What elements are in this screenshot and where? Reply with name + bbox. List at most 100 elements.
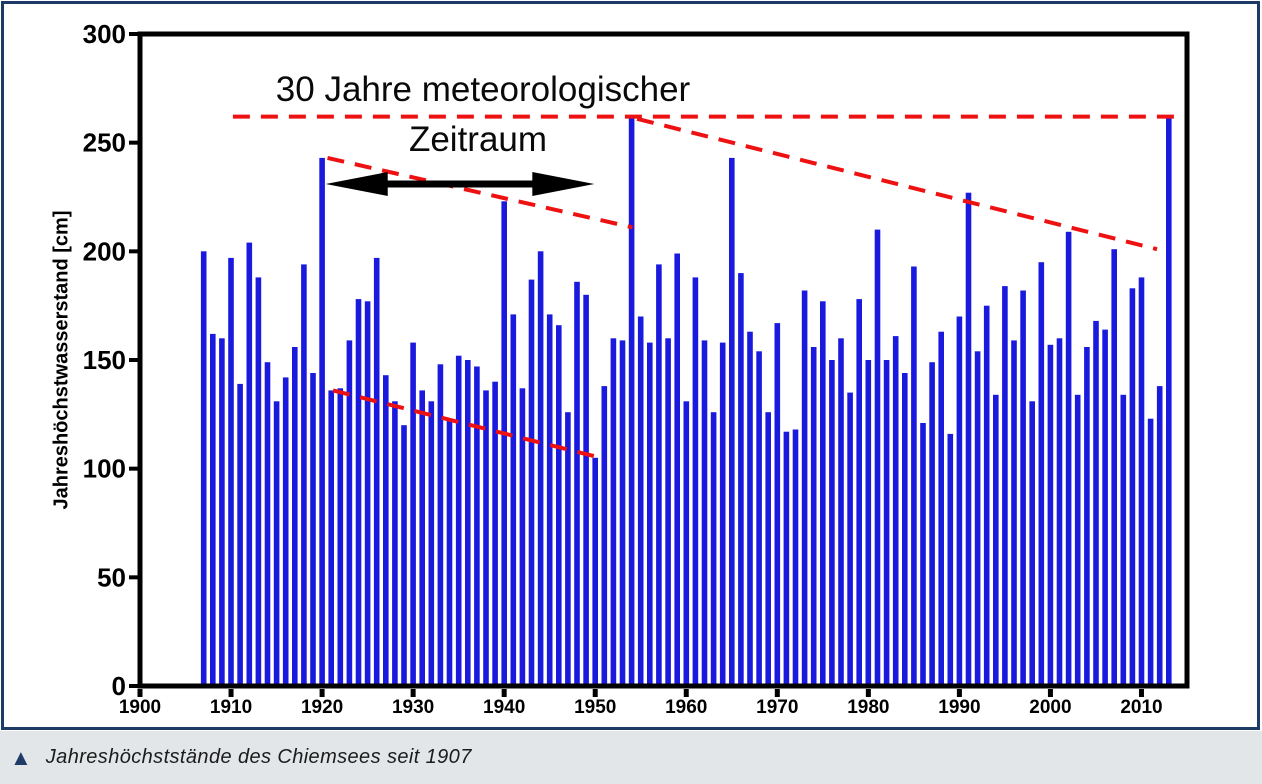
annotation-line-1: 30 Jahre meteorologischer [275, 70, 691, 109]
bar-2008 [1120, 394, 1127, 686]
x-tick-label-1970: 1970 [756, 697, 798, 718]
y-tick-label-0: 0 [112, 671, 126, 701]
bar-1954 [628, 116, 635, 687]
bar-1961 [692, 277, 699, 686]
bar-1994 [993, 394, 999, 686]
bar-1931 [419, 390, 425, 686]
bar-1959 [674, 253, 680, 686]
bar-1957 [656, 264, 662, 686]
x-tick-label-1900: 1900 [119, 697, 161, 718]
caption-text: Jahreshöchststände des Chiemsees seit 19… [45, 746, 472, 768]
bar-1972 [792, 429, 799, 686]
bar-1951 [601, 386, 608, 686]
chart-svg: 0 50 100 150 200 250 300 1900 1910 1920 1930 1940 19… [83, 19, 1190, 718]
bar-1945 [546, 314, 553, 686]
bar-1915 [273, 401, 280, 686]
bar-1947 [565, 412, 571, 686]
bar-1911 [237, 383, 243, 686]
bar-1993 [983, 305, 990, 686]
bar-1987 [929, 362, 935, 686]
bar-1950 [592, 457, 598, 686]
bar-1929 [401, 425, 407, 686]
x-tick-label-2000: 2000 [1029, 697, 1071, 718]
bar-1934 [446, 418, 453, 686]
bar-1913 [255, 277, 262, 686]
bar-1995 [1002, 286, 1008, 686]
bar-1958 [665, 338, 671, 686]
bar-1985 [911, 266, 917, 686]
bar-1926 [373, 257, 380, 686]
bar-1917 [292, 347, 298, 686]
annotation-line-2: Zeitraum [408, 120, 548, 159]
bar-2011 [1147, 418, 1154, 686]
y-tick-label-300: 300 [83, 19, 126, 49]
bar-2012 [1156, 386, 1163, 686]
bar-1982 [883, 360, 890, 686]
bar-1938 [483, 390, 489, 686]
bar-2010 [1138, 277, 1145, 686]
bar-1937 [474, 366, 480, 686]
bar-1943 [528, 279, 535, 686]
bar-1956 [647, 342, 653, 686]
bar-1909 [219, 338, 225, 686]
bar-1999 [1038, 262, 1045, 686]
bar-1975 [820, 301, 826, 686]
bar-1962 [701, 340, 708, 686]
bar-1935 [455, 355, 462, 686]
bar-1998 [1029, 401, 1035, 686]
y-tick-label-200: 200 [83, 236, 126, 266]
bar-1952 [610, 338, 617, 686]
bar-1966 [738, 273, 744, 686]
bar-1955 [637, 316, 644, 686]
bar-1932 [428, 401, 435, 686]
bar-1914 [264, 362, 271, 686]
bar-1964 [719, 342, 726, 686]
bar-1928 [392, 401, 398, 686]
arrow-head-right [532, 171, 595, 196]
bar-1970 [774, 323, 781, 686]
bar-2013 [1166, 116, 1172, 687]
bar-2001 [1056, 338, 1063, 686]
bar-1984 [902, 373, 908, 686]
bar-2000 [1047, 344, 1054, 686]
bar-1918 [301, 264, 307, 686]
bar-1949 [583, 294, 589, 686]
bar-1925 [364, 301, 371, 686]
y-tick-label-150: 150 [83, 345, 126, 375]
x-tick-label-1920: 1920 [301, 697, 343, 718]
bar-1916 [282, 377, 289, 686]
bar-1927 [383, 375, 389, 686]
bar-1963 [710, 412, 717, 686]
x-tick-label-2010: 2010 [1120, 697, 1162, 718]
dashed-trend-peaks-1954-2013 [636, 116, 1158, 252]
x-tick-label-1950: 1950 [574, 697, 616, 718]
x-tick-label-1940: 1940 [483, 697, 525, 718]
bar-1992 [974, 351, 981, 686]
x-tick-label-1980: 1980 [847, 697, 889, 718]
bar-1997 [1020, 290, 1026, 686]
bar-1907 [200, 251, 207, 687]
bar-1973 [801, 290, 808, 686]
bar-1976 [829, 360, 835, 686]
bar-1967 [747, 331, 753, 686]
bar-1933 [437, 364, 444, 686]
bar-1980 [865, 360, 872, 686]
bar-2007 [1111, 249, 1117, 686]
bar-1942 [519, 388, 526, 686]
bar-1936 [465, 360, 471, 686]
bar-1920 [319, 157, 325, 686]
bar-1953 [619, 340, 626, 686]
y-tick-label-250: 250 [83, 128, 126, 158]
bar-1971 [783, 431, 790, 686]
bar-1946 [556, 325, 562, 686]
bar-1981 [874, 229, 881, 686]
bar-1986 [920, 423, 926, 686]
arrow-head-left [325, 171, 388, 196]
bar-1991 [965, 192, 972, 686]
bar-1921 [328, 390, 334, 686]
bar-1989 [947, 433, 954, 686]
bar-1941 [510, 314, 517, 686]
bar-1908 [210, 333, 216, 686]
y-tick-label-100: 100 [83, 454, 126, 484]
bar-1924 [355, 299, 362, 686]
